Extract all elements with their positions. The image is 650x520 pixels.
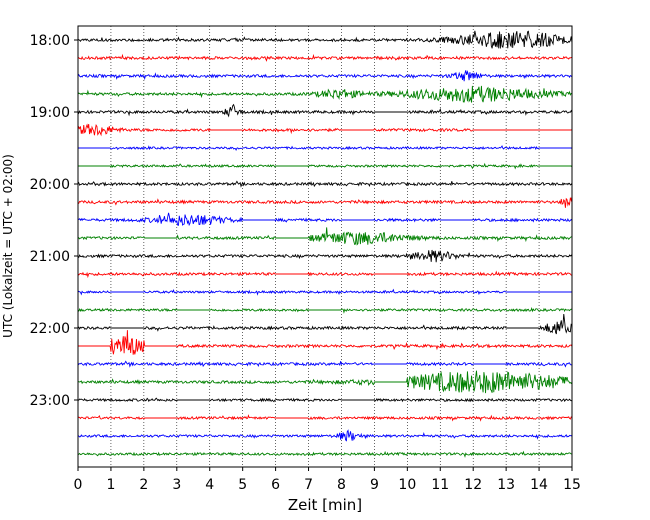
x-tick-label-12: 12 [464,477,482,493]
x-tick-label-13: 13 [497,477,515,493]
trace-row-1815 [77,53,573,62]
x-tick-label-8: 8 [337,477,346,493]
trace-row-1845 [77,85,573,103]
y-axis-label: UTC (Lokalzeit = UTC + 02:00) [1,154,15,338]
y-tick-label-2000: 20:00 [30,177,70,193]
x-tick-label-9: 9 [370,477,379,493]
trace-row-2200 [77,314,573,335]
x-tick-label-15: 15 [563,477,581,493]
x-tick-label-14: 14 [530,477,548,493]
trace-row-2215 [78,330,573,355]
y-tick-label-1800: 18:00 [30,33,70,49]
y-tick-label-2100: 21:00 [30,249,70,265]
trace-row-1800 [77,30,573,49]
trace-row-2345 [77,450,573,458]
x-axis-label: Zeit [min] [288,496,362,514]
x-tick-label-1: 1 [106,477,115,493]
y-tick-label-1900: 19:00 [30,105,70,121]
trace-row-1830 [77,70,573,82]
trace-row-2145 [77,306,573,314]
trace-row-2300 [77,397,573,403]
trace-row-1915 [77,123,573,137]
trace-row-2245 [77,370,573,394]
x-tick-label-6: 6 [271,477,280,493]
trace-row-1930 [78,145,573,152]
trace-row-2330 [77,429,573,442]
x-tick-label-5: 5 [238,477,247,493]
trace-row-2100 [77,249,573,263]
trace-row-2115 [77,270,573,279]
trace-row-2000 [77,180,573,188]
y-tick-label-2300: 23:00 [30,393,70,409]
trace-row-2315 [77,414,573,422]
x-tick-label-3: 3 [172,477,181,493]
x-tick-label-10: 10 [398,477,416,493]
trace-row-2030 [77,212,573,227]
trace-row-2015 [77,196,573,208]
x-tick-label-7: 7 [304,477,313,493]
x-tick-label-2: 2 [139,477,148,493]
y-tick-label-2200: 22:00 [30,321,70,337]
plot-frame [77,25,573,468]
y-axis-ticks: 18:00 19:00 20:00 21:00 22:00 23:00 [30,33,78,409]
trace-row-2130 [77,288,573,296]
x-tick-label-0: 0 [74,477,83,493]
trace-layer [77,30,573,458]
trace-row-1945 [78,162,573,170]
trace-row-2045 [77,227,573,246]
trace-row-2230 [77,360,573,368]
x-tick-label-4: 4 [205,477,214,493]
x-tick-label-11: 11 [431,477,449,493]
x-axis-ticks: 0 1 2 3 4 5 6 7 8 9 10 11 12 13 14 15 [74,467,581,493]
trace-row-1900 [77,103,573,118]
